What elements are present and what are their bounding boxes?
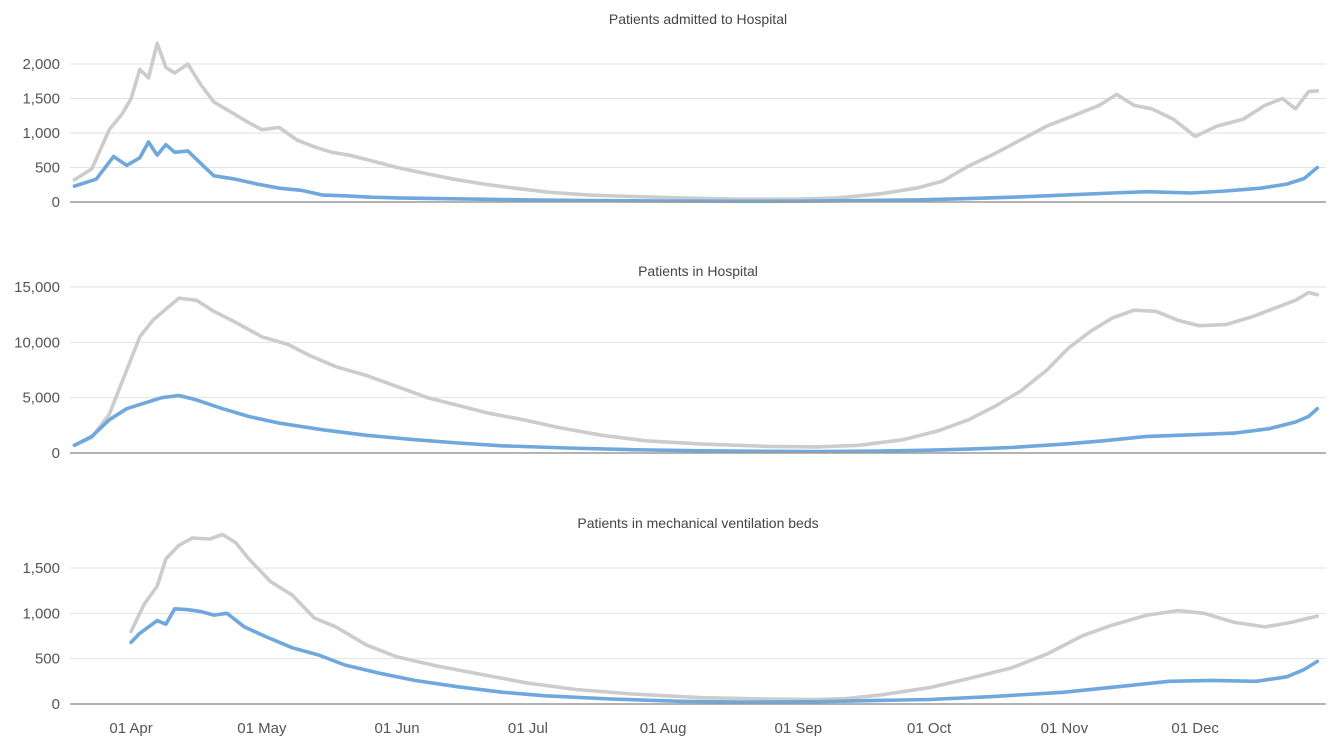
x-tick-label-01-may: 01 May xyxy=(237,720,287,737)
panel-3-title: Patients in mechanical ventilation beds xyxy=(577,515,818,531)
panel-3-series-grey-line xyxy=(129,532,1320,702)
panel-2-ytick-label: 15,000 xyxy=(14,279,60,296)
panel-1-ytick-label: 1,000 xyxy=(22,125,60,142)
panel-2-ytick-label: 0 xyxy=(52,445,60,462)
panel-1-series-blue-line xyxy=(72,140,1320,204)
x-tick-label-01-dec: 01 Dec xyxy=(1171,720,1219,737)
x-tick-label-01-apr: 01 Apr xyxy=(109,720,152,737)
panel-2-title: Patients in Hospital xyxy=(638,263,758,279)
x-tick-label-01-jul: 01 Jul xyxy=(508,720,548,737)
panel-1-ytick-label: 2,000 xyxy=(22,56,60,73)
x-tick-label-01-sep: 01 Sep xyxy=(775,720,823,737)
panel-3-ytick-label: 0 xyxy=(52,696,60,713)
panel-1-ytick-label: 500 xyxy=(35,160,60,177)
x-tick-label-01-jun: 01 Jun xyxy=(375,720,420,737)
x-tick-label-01-aug: 01 Aug xyxy=(640,720,687,737)
panel-1-series-grey-line xyxy=(72,41,1320,201)
x-tick-label-01-nov: 01 Nov xyxy=(1041,720,1089,737)
panel-1-title: Patients admitted to Hospital xyxy=(609,11,787,27)
panel-1-ytick-label: 1,500 xyxy=(22,91,60,108)
x-tick-label-01-oct: 01 Oct xyxy=(907,720,952,737)
panel-3-ytick-label: 1,000 xyxy=(22,605,60,622)
panel-2-ytick-label: 10,000 xyxy=(14,334,60,351)
panel-2-ytick-label: 5,000 xyxy=(22,390,60,407)
panel-2-series-grey-line xyxy=(72,290,1320,449)
panel-3-series-blue-line xyxy=(129,607,1320,704)
panel-1-ytick-label: 0 xyxy=(52,194,60,211)
panel-3-ytick-label: 500 xyxy=(35,651,60,668)
panel-2-series-blue-line xyxy=(72,393,1320,454)
panel-3-ytick-label: 1,500 xyxy=(22,560,60,577)
